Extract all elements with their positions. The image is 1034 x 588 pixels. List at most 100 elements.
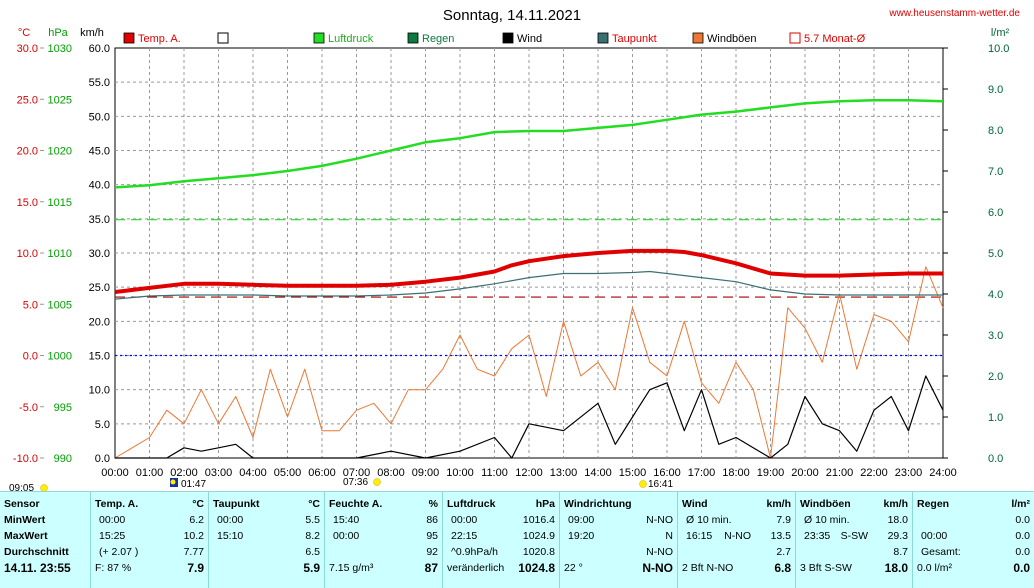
stats-humid-unit: % [428, 498, 438, 510]
stats-dew-row: 00:00 5.5 [213, 513, 320, 528]
wind-tick-label: 5.0 [95, 419, 110, 431]
stats-wind-note: Ø 10 min. [686, 514, 732, 526]
sunrise-icon [373, 478, 381, 486]
wind-tick-label: 0.0 [95, 453, 110, 465]
stats-wdir-value: N-NO [646, 546, 673, 558]
stats-wind-header: Wind km/h [682, 497, 791, 512]
stats-wdir-note: 19:20 [568, 530, 595, 542]
stats-temp-row: 00:00 6.2 [95, 513, 204, 528]
rain-tick-label: 4.0 [988, 289, 1003, 301]
wind-tick-label: 30.0 [89, 248, 110, 260]
stats-gust-value: 18.0 [887, 514, 908, 526]
temp-axis-unit: °C [18, 27, 30, 39]
stats-humid-header: Feuchte A.% [329, 497, 438, 512]
stats-wind-title: Wind [682, 498, 708, 510]
weather-chart: Sonntag, 14.11.2021 www.heusenstamm-wette… [9, 7, 1020, 491]
press-tick-label: 1015 [48, 197, 72, 209]
stats-dew-value: 8.2 [305, 530, 320, 542]
legend-swatch [407, 32, 419, 44]
stats-wind-value: 7.9 [776, 514, 791, 526]
stats-gust-unit: km/h [883, 498, 908, 510]
stats-dew-row: 5.9 [213, 561, 320, 576]
wind-series-line [115, 375, 944, 459]
wind-tick-label: 60.0 [89, 43, 110, 55]
x-tick-label: 17:00 [688, 467, 716, 479]
temp-tick-label: -10.0 [13, 453, 38, 465]
x-tick-label: 09:00 [412, 467, 440, 479]
stats-temp-title: Temp. A. [95, 498, 139, 510]
stats-max-label: MaxWert [4, 530, 48, 542]
stats-temp-header: Temp. A. °C [95, 497, 204, 512]
x-tick-label: 08:00 [377, 467, 405, 479]
x-tick-label: 12:00 [515, 467, 543, 479]
stats-temp-value: 7.77 [183, 546, 204, 558]
stats-wind-note: 2 Bft N-NO [682, 562, 734, 574]
stats-dew-row: 15:10 8.2 [213, 529, 320, 544]
temp-tick-label: -5.0 [19, 402, 38, 414]
stats-press-value: 1020.8 [522, 546, 555, 558]
stats-humid-row: 92 [329, 545, 438, 560]
legend-swatch [597, 32, 609, 44]
x-tick-label: 22:00 [860, 467, 888, 479]
stats-rain-header: Regen l/m² [917, 497, 1030, 512]
stats-wind-direction: N-NO [724, 530, 751, 542]
press-tick-label: 1025 [48, 94, 72, 106]
stats-temp-row: (+ 2.07 ) 7.77 [95, 545, 204, 560]
rain-tick-label: 9.0 [988, 84, 1003, 96]
stats-gust-col: Windböen km/h Ø 10 min. 18.0 23:35 S-SW 29.3 8.… [795, 492, 912, 588]
stats-sensor-col: Sensor MinWert MaxWert Durchschnitt 14.1… [0, 492, 90, 588]
stats-gust-row: 8.7 [800, 545, 908, 560]
stats-current-label: 14.11. 23:55 [4, 561, 71, 575]
stats-sensor-title: Sensor [4, 498, 40, 510]
stats-temp-note: 00:00 [99, 514, 126, 526]
x-tick-label: 13:00 [550, 467, 578, 479]
stats-dew-value: 5.9 [303, 561, 320, 575]
wind-tick-label: 35.0 [89, 214, 110, 226]
stats-dew-note: 15:10 [217, 530, 244, 542]
x-tick-label: 16:00 [653, 467, 681, 479]
stats-rain-unit: l/m² [1011, 498, 1030, 510]
stats-press-value: 1024.8 [518, 561, 555, 575]
stats-gust-value: 29.3 [887, 530, 908, 542]
rain-tick-label: 2.0 [988, 371, 1003, 383]
watermark-text: www.heusenstamm-wetter.de [888, 8, 1020, 19]
stats-temp-note: (+ 2.07 ) [99, 546, 139, 558]
marker-time-label: 09:05 [9, 483, 34, 491]
press-tick-label: 990 [54, 453, 72, 465]
x-tick-label: 10:00 [446, 467, 474, 479]
stats-humid-value: 95 [426, 530, 438, 542]
stats-rain-row: 0.0 [917, 513, 1030, 528]
stats-humid-value: 87 [424, 561, 438, 575]
stats-gust-direction: S-SW [840, 530, 868, 542]
stats-temp-col: Temp. A. °C 00:00 6.2 15:25 10.2 (+ 2.07 ) 7.77… [90, 492, 208, 588]
rain-tick-label: 3.0 [988, 330, 1003, 342]
stats-rain-row: 00:00 0.0 [917, 529, 1030, 544]
stats-wdir-row: N-NO [564, 545, 673, 560]
sunset-icon [639, 480, 647, 488]
x-tick-label: 20:00 [791, 467, 819, 479]
stats-press-header: Luftdruck hPa [447, 497, 555, 512]
rain-tick-label: 8.0 [988, 125, 1003, 137]
x-tick-label: 04:00 [239, 467, 267, 479]
stats-avg-label: Durchschnitt [4, 546, 69, 558]
stats-press-note: veränderlich [447, 562, 505, 574]
marker-time-label: 01:47 [181, 479, 206, 490]
stats-wind-value: 2.7 [776, 546, 791, 558]
stats-temp-note: 15:25 [99, 530, 126, 542]
dewpoint-series-line [114, 270, 943, 300]
stats-rain-value: 0.0 [1013, 561, 1030, 575]
stats-wdir-value: N-NO [642, 561, 673, 575]
temp-tick-label: 25.0 [17, 94, 38, 106]
wind-tick-label: 25.0 [89, 282, 110, 294]
stats-rain-value: 0.0 [1015, 514, 1030, 526]
stats-wind-row: 2.7 [682, 545, 791, 560]
stats-dew-unit: °C [308, 498, 320, 510]
stats-rain-col: Regen l/m² 0.0 00:00 0.0 Gesamt: 0.0 0.0 l/m² 0.… [912, 492, 1034, 588]
wind-tick-label: 45.0 [89, 146, 110, 158]
x-tick-label: 19:00 [757, 467, 785, 479]
temp-tick-label: 20.0 [17, 146, 38, 158]
stats-wdir-value: N-NO [646, 514, 673, 526]
rain-tick-label: 0.0 [988, 453, 1003, 465]
stats-wind-row: 16:15 N-NO 13.5 [682, 529, 791, 544]
stats-wdir-col: Windrichtung 09:00 N-NO 19:20 N N-NO 22 ° N-NO [559, 492, 677, 588]
